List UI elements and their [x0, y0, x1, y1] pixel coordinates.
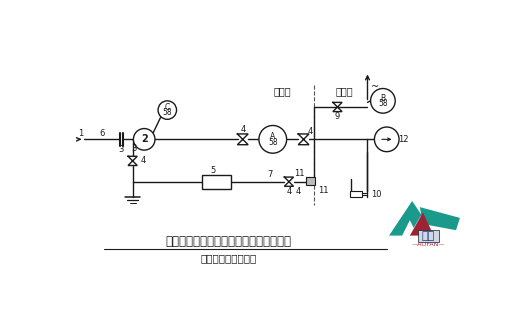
Polygon shape	[410, 213, 434, 235]
Text: 4: 4	[308, 127, 313, 136]
Text: A: A	[270, 132, 276, 141]
Text: 5: 5	[211, 166, 216, 175]
Text: ~: ~	[372, 82, 379, 92]
Bar	[350, 191, 362, 197]
Bar	[202, 175, 231, 189]
Circle shape	[374, 127, 399, 152]
Text: （一台过滤吸收器）: （一台过滤吸收器）	[201, 253, 257, 263]
Text: 4: 4	[240, 125, 246, 134]
Text: 奥凡: 奥凡	[422, 231, 435, 241]
Circle shape	[158, 101, 177, 119]
Text: 9: 9	[335, 112, 340, 121]
Text: 压差测量管、增压管、取样管布置示意图: 压差测量管、增压管、取样管布置示意图	[166, 235, 292, 248]
Text: 6: 6	[99, 129, 104, 138]
Text: 2: 2	[141, 134, 148, 144]
Text: 11: 11	[318, 186, 329, 196]
Text: 清洁区: 清洁区	[336, 86, 353, 96]
Text: 58: 58	[162, 108, 172, 117]
Polygon shape	[389, 201, 422, 235]
Text: C: C	[164, 103, 170, 112]
Text: 7: 7	[268, 170, 273, 179]
Bar	[417, 230, 439, 242]
Text: B: B	[380, 94, 385, 103]
Text: 3: 3	[119, 145, 124, 154]
Text: 1: 1	[79, 129, 84, 138]
Circle shape	[370, 89, 395, 113]
Text: 12: 12	[398, 135, 409, 144]
Circle shape	[133, 129, 155, 150]
Text: 4: 4	[296, 187, 301, 196]
Bar	[306, 177, 315, 185]
Text: 染毒区: 染毒区	[274, 86, 291, 96]
Text: 4: 4	[140, 156, 145, 165]
Text: 11: 11	[294, 169, 305, 179]
Text: 58: 58	[378, 99, 388, 109]
Polygon shape	[420, 207, 460, 230]
Text: 58: 58	[268, 138, 278, 147]
Circle shape	[259, 126, 287, 153]
Text: 10: 10	[372, 190, 382, 199]
Text: —AOFAN—: —AOFAN—	[412, 242, 445, 247]
Text: 4: 4	[286, 187, 291, 196]
Text: 3: 3	[132, 144, 137, 153]
